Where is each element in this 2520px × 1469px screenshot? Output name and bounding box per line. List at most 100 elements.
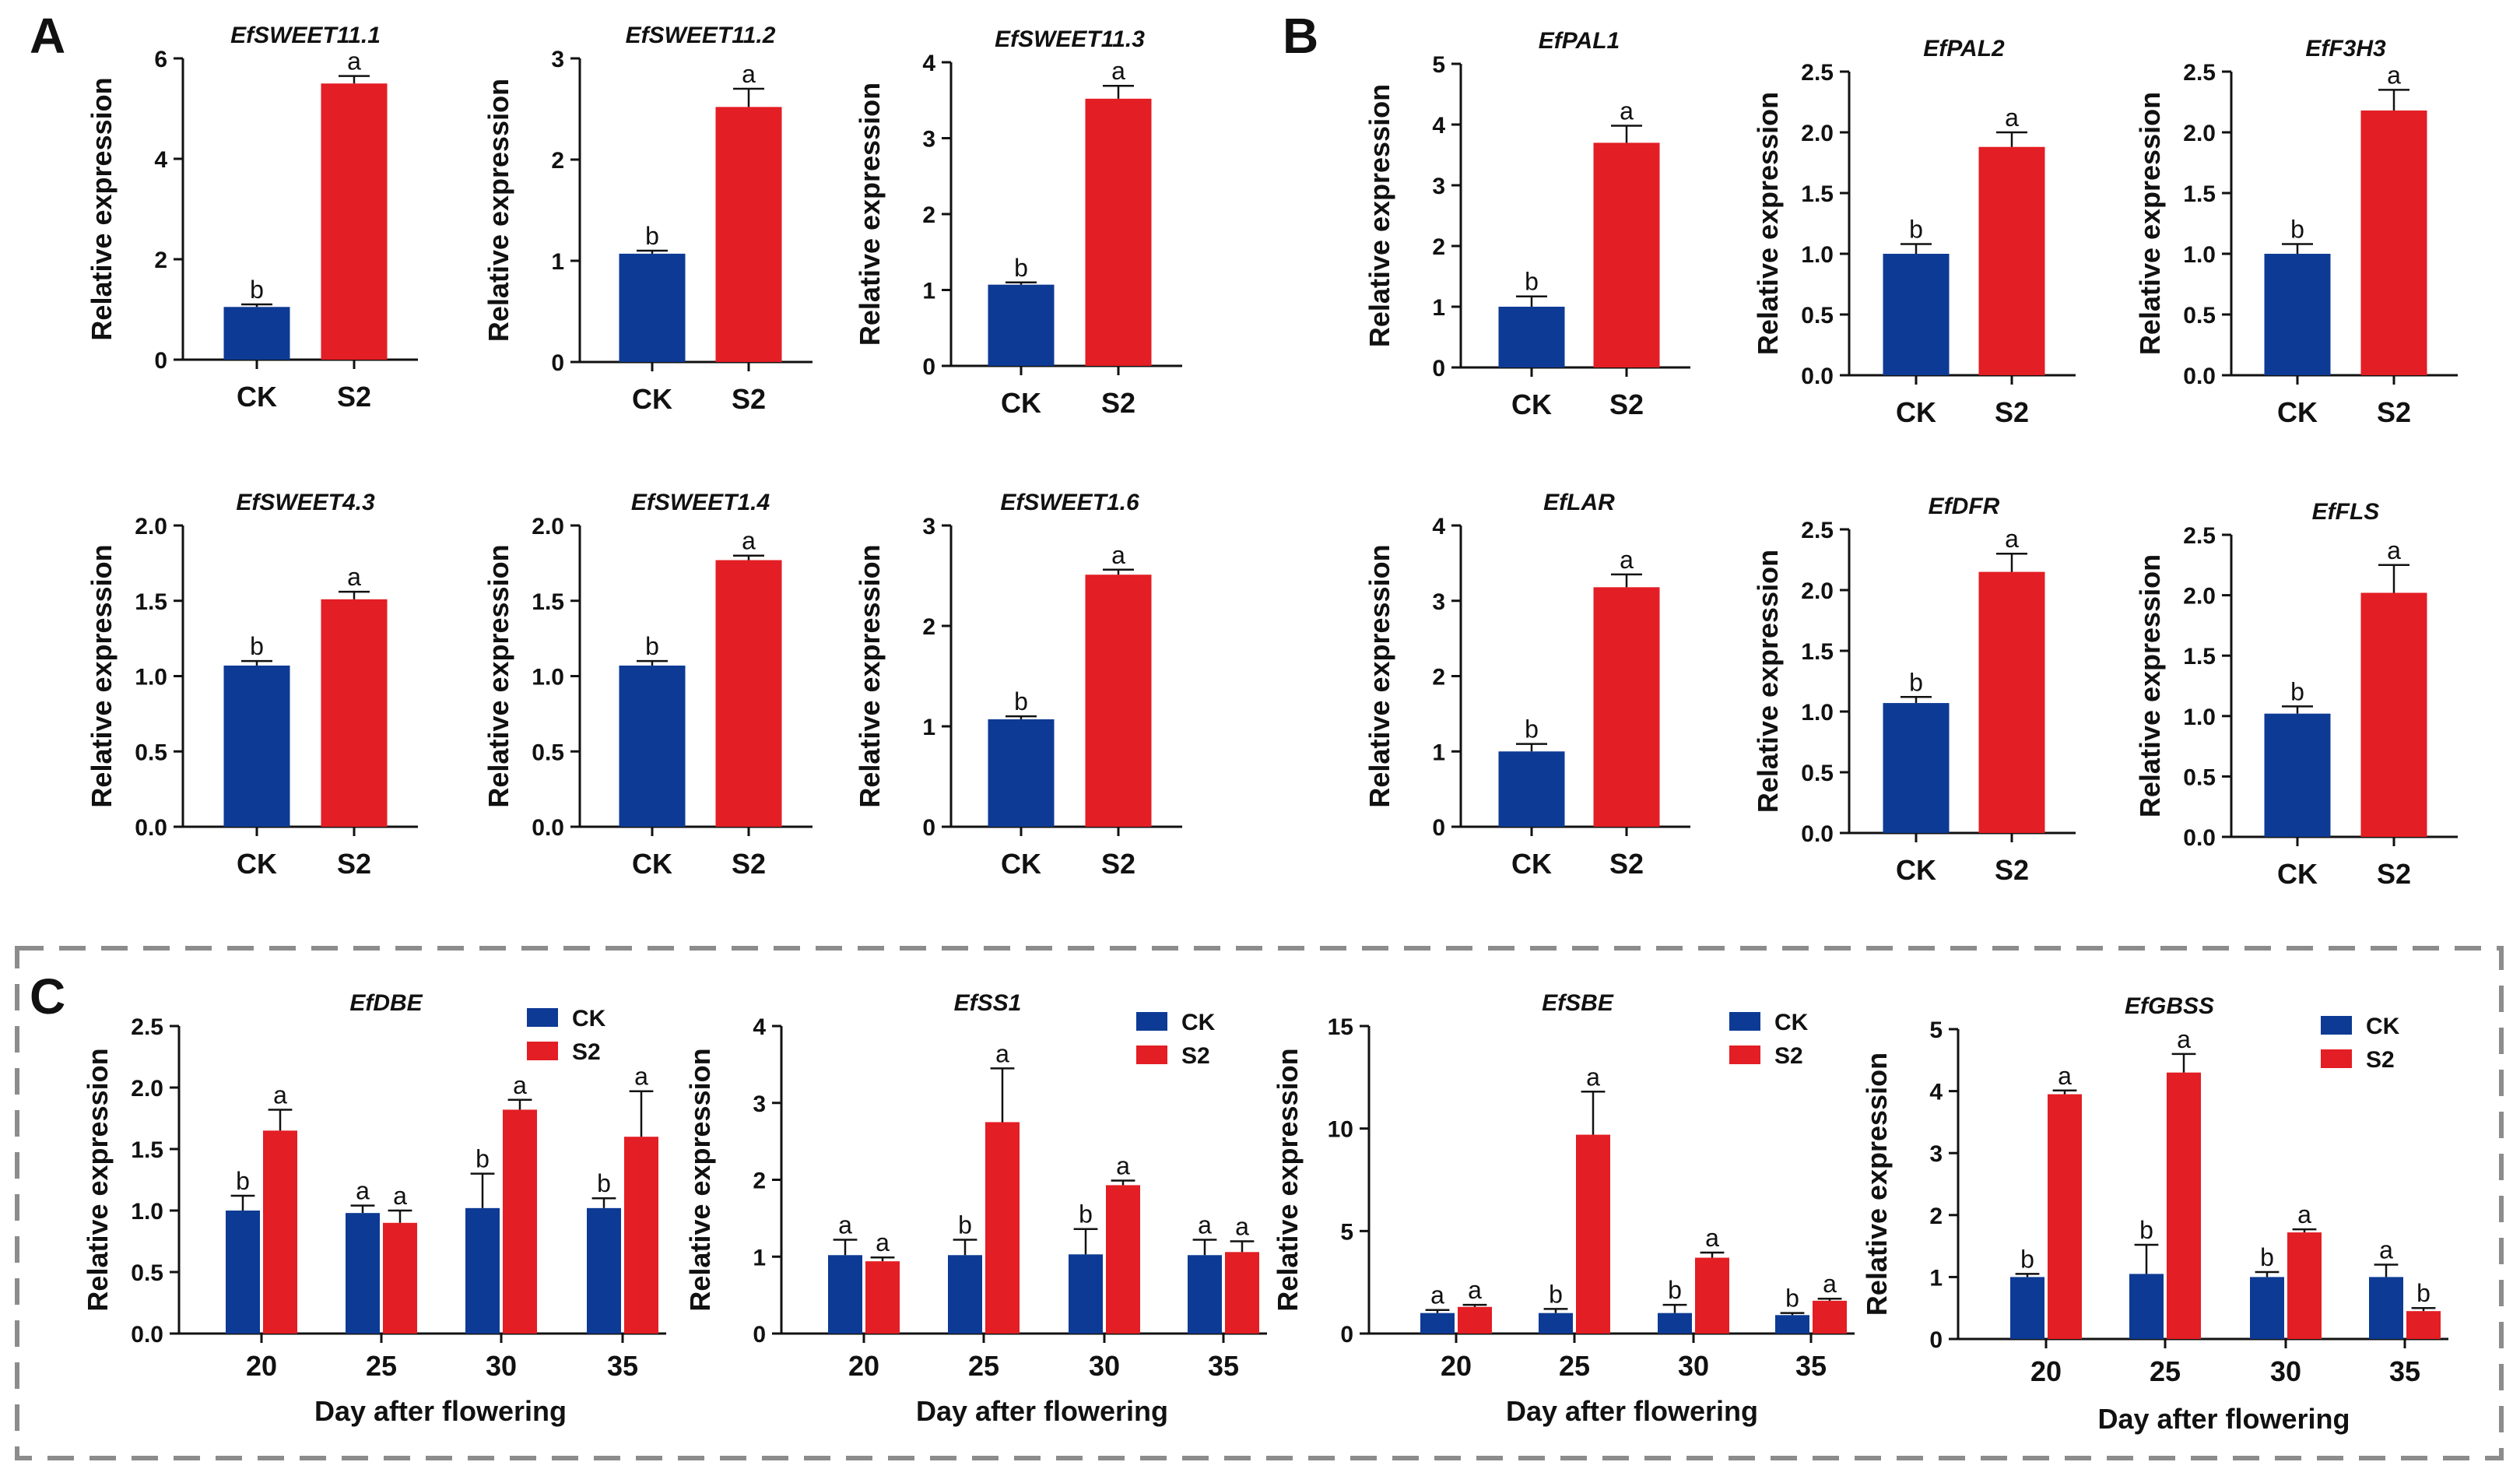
significance-letter: a [2387, 61, 2401, 89]
chart-title: EfPAL2 [1923, 36, 2005, 62]
significance-letter: a [1823, 1270, 1837, 1298]
y-tick-label: 3 [1432, 174, 1445, 199]
chart-EfSWEET11.2: 0 1 2 3 Relative expression EfSWEET11.2 b CK a S2 [483, 23, 813, 415]
chart-EfF3H3: 0.0 0.5 1.0 1.5 2.0 2.5 Relative expression EfF… [2134, 36, 2458, 428]
y-tick-label: 1 [753, 1245, 766, 1270]
y-tick-label: 2 [1432, 234, 1445, 260]
bar-S2-20 [263, 1130, 297, 1334]
bar-CK-35 [1775, 1315, 1809, 1334]
chart-title: EfFLS [2312, 499, 2380, 525]
significance-letter: a [393, 1182, 407, 1210]
legend-swatch-S2 [2321, 1049, 2352, 1068]
significance-letter: a [1430, 1281, 1444, 1309]
significance-letter: a [1111, 541, 1125, 569]
y-tick-label: 1.5 [135, 589, 167, 615]
y-tick-label: 0.5 [532, 740, 564, 765]
bar-CK-20 [2010, 1277, 2044, 1339]
y-tick-label: 2.0 [2183, 584, 2216, 610]
x-tick-label: 30 [1678, 1350, 1709, 1382]
significance-letter: b [1549, 1280, 1563, 1308]
y-tick-label: 0.0 [2183, 825, 2216, 851]
significance-letter: a [1620, 546, 1634, 574]
y-tick-label: 1.0 [2183, 242, 2216, 268]
x-axis-label: Day after flowering [314, 1395, 567, 1427]
bar-S2-30 [1695, 1257, 1729, 1334]
significance-letter: a [2005, 525, 2019, 553]
y-tick-label: 1.5 [131, 1137, 163, 1163]
y-tick-label: 0 [922, 815, 935, 841]
significance-letter: b [2260, 1243, 2274, 1271]
bar-S2 [1978, 146, 2045, 375]
chart-EfLAR: 0 1 2 3 4 Relative expression EfLAR b CK a S2 [1364, 490, 1690, 880]
y-tick-label: 1.0 [135, 665, 167, 691]
chart-title: EfSWEET1.4 [631, 490, 770, 515]
significance-letter: a [1116, 1151, 1130, 1179]
x-tick-label: 20 [848, 1350, 879, 1382]
bar-CK-20 [226, 1211, 260, 1334]
bar-CK-35 [1188, 1255, 1222, 1334]
bar-S2 [1085, 98, 1152, 367]
y-tick-label: 1 [1432, 740, 1445, 765]
significance-letter: b [1014, 254, 1028, 282]
x-tick-label: S2 [1995, 396, 2029, 428]
y-tick-label: 2 [922, 202, 935, 228]
x-tick-label: 20 [2030, 1355, 2062, 1387]
y-tick-label: 2 [922, 614, 935, 640]
x-tick-label: CK [2277, 396, 2318, 428]
significance-letter: b [1909, 668, 1923, 696]
y-tick-label: 0 [1432, 356, 1445, 381]
significance-letter: a [356, 1177, 370, 1205]
x-tick-label: 30 [2270, 1355, 2301, 1387]
y-tick-label: 1.0 [1801, 700, 1834, 726]
y-tick-label: 1.5 [2183, 181, 2216, 207]
y-axis-label: Relative expression [483, 544, 514, 807]
y-tick-label: 0.0 [131, 1322, 163, 1348]
y-tick-label: 2 [551, 148, 564, 174]
significance-letter: a [1235, 1213, 1249, 1241]
x-tick-label: S2 [1609, 848, 1644, 880]
significance-letter: a [2297, 1200, 2311, 1228]
significance-letter: a [1705, 1224, 1719, 1252]
legend-label-S2: S2 [1181, 1043, 1210, 1069]
chart-EfSWEET1.6: 0 1 2 3 Relative expression EfSWEET1.6 b CK a S2 [854, 490, 1182, 880]
charts-layer: 0 2 4 6 Relative expression EfSWEET11.1 b CK a S2… [82, 23, 2458, 1435]
x-tick-label: CK [1511, 848, 1552, 880]
y-axis-label: Relative expression [1752, 550, 1784, 813]
y-tick-label: 0.5 [131, 1260, 163, 1286]
y-tick-label: 2.0 [135, 514, 167, 539]
bar-CK-30 [2250, 1277, 2284, 1339]
x-tick-label: CK [1001, 848, 1041, 880]
y-tick-label: 1.0 [532, 665, 564, 691]
significance-letter: a [995, 1039, 1009, 1067]
y-tick-label: 2.5 [2183, 523, 2216, 549]
bar-S2 [1085, 575, 1152, 827]
x-tick-label: CK [1896, 854, 1936, 886]
x-tick-label: S2 [1101, 387, 1135, 419]
y-tick-label: 1.5 [2183, 644, 2216, 669]
x-tick-label: S2 [2377, 396, 2411, 428]
chart-EfPAL1: 0 1 2 3 4 5 Relative expression EfPAL1 b CK a S2 [1364, 28, 1690, 420]
legend-swatch-CK [1729, 1012, 1760, 1031]
y-axis-label: Relative expression [483, 79, 514, 342]
bar-CK-25 [1539, 1313, 1573, 1334]
y-axis-label: Relative expression [1752, 92, 1784, 355]
significance-letter: a [347, 563, 361, 591]
significance-letter: a [634, 1063, 648, 1091]
y-tick-label: 1.5 [1801, 181, 1834, 207]
panel-label-a: A [30, 8, 65, 64]
x-axis-label: Day after flowering [2097, 1403, 2350, 1435]
y-axis-label: Relative expression [86, 544, 118, 807]
y-tick-label: 1.5 [532, 589, 564, 615]
y-tick-label: 1 [1929, 1265, 1943, 1291]
bar-CK [1498, 307, 1565, 367]
y-tick-label: 5 [1432, 52, 1445, 78]
y-tick-label: 0.0 [135, 815, 167, 841]
y-tick-label: 2.5 [1801, 60, 1834, 86]
legend-swatch-CK [1136, 1012, 1167, 1031]
y-tick-label: 2.5 [131, 1014, 163, 1040]
significance-letter: b [645, 222, 659, 250]
y-tick-label: 5 [1340, 1219, 1353, 1245]
significance-letter: b [236, 1167, 250, 1195]
y-tick-label: 0 [1432, 815, 1445, 841]
